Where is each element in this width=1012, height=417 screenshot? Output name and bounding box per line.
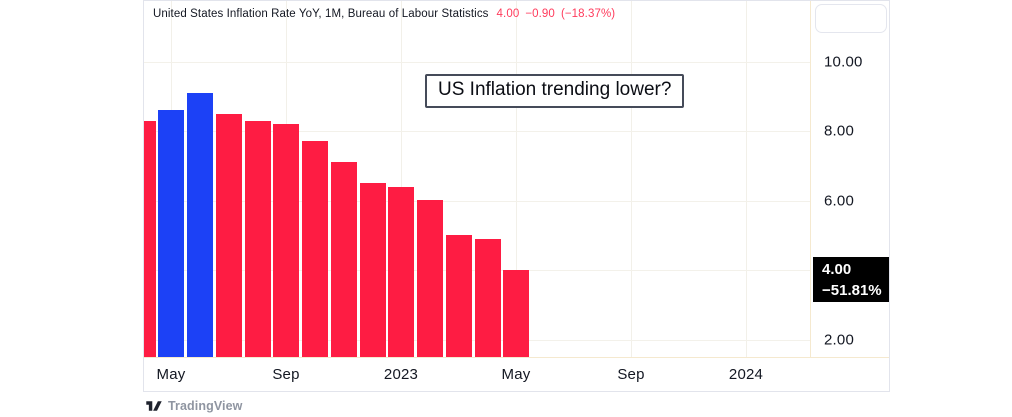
bar-dec-2022[interactable] <box>360 183 386 359</box>
bar-aug-2022[interactable] <box>245 121 271 359</box>
vertical-gridline <box>401 1 402 359</box>
time-tick-label-2024: 2024 <box>728 366 764 383</box>
bar-jul-2022[interactable] <box>216 114 242 359</box>
tradingview-attribution[interactable]: TradingView <box>146 399 243 413</box>
axis-settings-box[interactable] <box>815 4 887 33</box>
tradingview-logo-icon <box>146 401 162 411</box>
last-price-badge: 4.00 −51.81% <box>813 257 889 302</box>
bar-apr-2023[interactable] <box>475 239 501 359</box>
vertical-gridline <box>516 1 517 359</box>
bar-nov-2022[interactable] <box>331 162 357 359</box>
chart-legend-title[interactable]: United States Inflation Rate YoY, 1M, Bu… <box>153 8 615 20</box>
bar-may-2023[interactable] <box>503 270 529 359</box>
vertical-gridline <box>746 1 747 359</box>
chart-plot-area[interactable]: United States Inflation Rate YoY, 1M, Bu… <box>144 1 810 359</box>
time-tick-label-sep: Sep <box>617 366 645 383</box>
time-tick-label-may: May <box>501 366 531 383</box>
bar-jan-2023[interactable] <box>388 187 414 359</box>
time-tick-label-may: May <box>156 366 186 383</box>
vertical-gridline <box>631 1 632 359</box>
bar-oct-2022[interactable] <box>302 141 328 359</box>
annotation-text: US Inflation trending lower? <box>438 79 672 100</box>
tradingview-attribution-text[interactable]: TradingView <box>168 399 243 413</box>
bar-feb-2023[interactable] <box>417 200 443 359</box>
horizontal-gridline <box>144 62 810 63</box>
bar-jun-2022[interactable] <box>187 93 213 359</box>
badge-change-percent: −51.81% <box>822 282 882 299</box>
symbol-description[interactable]: United States Inflation Rate YoY, 1M, Bu… <box>153 8 489 20</box>
badge-price: 4.00 <box>822 261 852 278</box>
horizontal-gridline <box>144 131 810 132</box>
bar-sep-2022[interactable] <box>273 124 299 359</box>
time-tick-label-2023: 2023 <box>383 366 419 383</box>
price-change-percent: (−18.37%) <box>560 8 616 20</box>
text-annotation-box[interactable]: US Inflation trending lower? <box>425 74 685 108</box>
time-axis[interactable]: May Sep 2023 May Sep 2024 <box>144 357 889 391</box>
price-tick-label: 6.00 <box>824 192 854 210</box>
time-tick-label-sep: Sep <box>272 366 300 383</box>
bar-apr-2022[interactable] <box>144 121 156 359</box>
price-tick-label: 8.00 <box>824 122 854 140</box>
price-tick-label: 2.00 <box>824 331 854 349</box>
bar-may-2022[interactable] <box>158 110 184 359</box>
horizontal-gridline <box>144 201 810 202</box>
price-axis[interactable]: 10.00 8.00 6.00 2.00 4.00 −51.81% <box>810 1 889 359</box>
price-change: −0.90 <box>525 8 555 20</box>
chart-widget: United States Inflation Rate YoY, 1M, Bu… <box>143 0 890 392</box>
bar-mar-2023[interactable] <box>446 235 472 359</box>
price-tick-label: 10.00 <box>824 53 863 71</box>
last-price-value: 4.00 <box>496 8 520 20</box>
